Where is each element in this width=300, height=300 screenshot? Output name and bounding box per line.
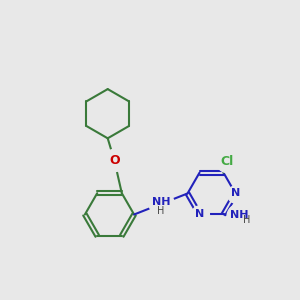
- Text: NH: NH: [230, 210, 248, 220]
- Text: H: H: [243, 215, 250, 225]
- Text: NH: NH: [152, 197, 170, 207]
- Text: O: O: [109, 154, 120, 167]
- Text: H: H: [157, 206, 164, 216]
- Text: N: N: [231, 188, 240, 199]
- Text: Cl: Cl: [220, 155, 234, 168]
- Text: N: N: [195, 209, 204, 219]
